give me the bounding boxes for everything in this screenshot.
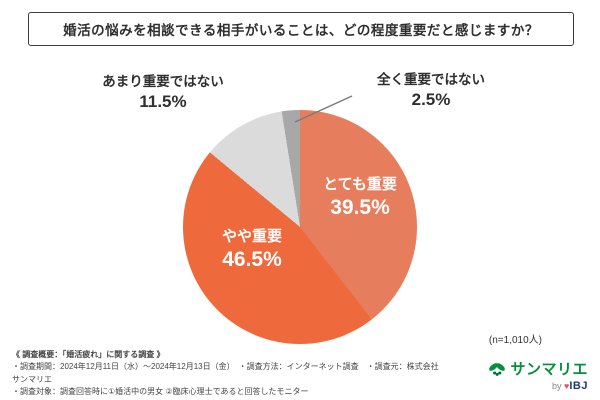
byline-by: by	[552, 381, 562, 391]
pie-label-not-very-important: あまり重要ではない 11.5%	[88, 74, 238, 112]
brand-name: サンマリエ	[510, 361, 588, 378]
pie-label-not-at-all-important: 全く重要ではない 2.5%	[356, 72, 506, 110]
segment-value: 39.5%	[330, 195, 390, 219]
byline: by ♥IBJ	[487, 380, 588, 392]
pie-label-somewhat-important: やや重要 46.5%	[190, 228, 314, 273]
chart-title-box: 婚活の悩みを相談できる相手がいることは、どの程度重要だと感じますか？	[28, 12, 574, 46]
survey-overview-line: 《 調査概要：「婚活疲れ」に関する調査 》	[12, 350, 165, 359]
segment-name: やや重要	[221, 228, 282, 245]
partner-name: IBJ	[569, 380, 588, 392]
sample-size-note: (n=1,010人)	[488, 335, 542, 346]
survey-details: 《 調査概要：「婚活疲れ」に関する調査 》 ・調査期間：2024年12月11日（…	[12, 349, 442, 400]
pie-chart	[183, 110, 417, 344]
segment-value: 46.5%	[222, 247, 282, 271]
segment-value: 11.5%	[139, 91, 187, 111]
brand-logo: サンマリエ by ♥IBJ	[487, 358, 588, 392]
segment-name: あまり重要ではない	[102, 74, 224, 89]
segment-name: 全く重要ではない	[377, 72, 485, 87]
heart-icon: ♥	[564, 381, 570, 391]
chart-title: 婚活の悩みを相談できる相手がいることは、どの程度重要だと感じますか？	[63, 23, 539, 38]
survey-target-line: ・調査対象：調査回答時に①婚活中の男女 ②臨床心理士であると回答したモニター	[12, 387, 309, 397]
survey-period-line: ・調査期間：2024年12月11日（水）〜2024年12月13日（金） ・調査方…	[12, 362, 439, 384]
segment-name: とても重要	[323, 176, 397, 193]
pie-label-very-important: とても重要 39.5%	[298, 176, 422, 221]
segment-value: 2.5%	[411, 89, 451, 109]
holly-leaf-icon	[489, 362, 506, 376]
